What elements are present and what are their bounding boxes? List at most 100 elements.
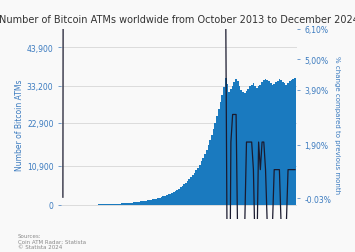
Bar xyxy=(237,82,239,205)
Bar xyxy=(189,180,190,205)
Bar xyxy=(213,129,214,205)
Bar xyxy=(195,171,197,205)
Text: Sources:
Coin ATM Radar; Statista
© Statista 2024: Sources: Coin ATM Radar; Statista © Stat… xyxy=(18,233,86,249)
Bar xyxy=(228,92,230,205)
Bar xyxy=(168,195,169,205)
Bar xyxy=(176,190,178,205)
Bar xyxy=(114,204,116,205)
Bar xyxy=(244,93,246,205)
Bar xyxy=(197,168,199,205)
Bar xyxy=(277,81,279,205)
Bar xyxy=(202,158,204,205)
Bar xyxy=(192,175,194,205)
Title: Number of Bitcoin ATMs worldwide from October 2013 to December 2024: Number of Bitcoin ATMs worldwide from Oc… xyxy=(0,15,355,25)
Bar xyxy=(169,194,171,205)
Bar xyxy=(199,165,201,205)
Bar xyxy=(194,173,195,205)
Bar xyxy=(230,90,232,205)
Bar xyxy=(254,86,256,205)
Bar xyxy=(293,80,294,205)
Bar xyxy=(252,83,254,205)
Bar xyxy=(214,123,216,205)
Bar xyxy=(266,80,268,205)
Bar xyxy=(142,201,143,205)
Y-axis label: Number of Bitcoin ATMs: Number of Bitcoin ATMs xyxy=(15,79,24,170)
Bar xyxy=(128,203,130,205)
Bar xyxy=(178,189,180,205)
Bar xyxy=(161,197,163,205)
Bar xyxy=(289,82,291,205)
Bar xyxy=(282,82,284,205)
Bar xyxy=(209,140,211,205)
Bar xyxy=(109,204,110,205)
Bar xyxy=(131,203,133,205)
Bar xyxy=(107,204,109,205)
Bar xyxy=(138,202,140,205)
Bar xyxy=(249,87,251,205)
Bar xyxy=(279,80,280,205)
Bar xyxy=(166,195,168,205)
Bar xyxy=(154,199,155,205)
Bar xyxy=(284,84,285,205)
Bar xyxy=(164,196,166,205)
Bar xyxy=(234,83,235,205)
Bar xyxy=(226,84,228,205)
Bar xyxy=(258,87,260,205)
Bar xyxy=(251,85,252,205)
Bar xyxy=(291,81,293,205)
Bar xyxy=(260,85,261,205)
Bar xyxy=(270,83,272,205)
Bar xyxy=(247,89,249,205)
Bar xyxy=(232,87,234,205)
Bar xyxy=(121,204,122,205)
Bar xyxy=(223,87,225,205)
Bar xyxy=(126,203,128,205)
Bar xyxy=(145,201,147,205)
Bar xyxy=(159,198,161,205)
Bar xyxy=(272,85,273,205)
Bar xyxy=(152,200,154,205)
Bar xyxy=(206,150,208,205)
Bar xyxy=(130,203,131,205)
Bar xyxy=(185,183,187,205)
Bar xyxy=(180,187,181,205)
Bar xyxy=(149,200,151,205)
Bar xyxy=(163,197,164,205)
Bar xyxy=(265,79,266,205)
Bar xyxy=(190,178,192,205)
Bar xyxy=(137,202,138,205)
Bar xyxy=(175,191,176,205)
Bar xyxy=(147,201,149,205)
Bar xyxy=(263,81,265,205)
Bar xyxy=(187,181,189,205)
Bar xyxy=(273,84,275,205)
Bar xyxy=(110,204,112,205)
Bar xyxy=(211,135,213,205)
Bar xyxy=(118,204,119,205)
Bar xyxy=(105,204,107,205)
Bar xyxy=(155,199,157,205)
Bar xyxy=(116,204,118,205)
Bar xyxy=(143,201,145,205)
Bar xyxy=(294,79,296,205)
Bar xyxy=(151,200,152,205)
Bar xyxy=(280,81,282,205)
Bar xyxy=(268,82,270,205)
Bar xyxy=(222,95,223,205)
Bar xyxy=(181,186,183,205)
Bar xyxy=(235,80,237,205)
Bar xyxy=(157,198,159,205)
Bar xyxy=(201,162,202,205)
Bar xyxy=(204,154,206,205)
Bar xyxy=(220,103,222,205)
Bar xyxy=(285,85,287,205)
Bar xyxy=(225,79,226,205)
Bar xyxy=(239,86,240,205)
Bar xyxy=(208,145,209,205)
Bar xyxy=(133,203,135,205)
Bar xyxy=(122,203,124,205)
Bar xyxy=(124,203,126,205)
Bar xyxy=(140,202,142,205)
Bar xyxy=(135,202,137,205)
Bar xyxy=(240,91,242,205)
